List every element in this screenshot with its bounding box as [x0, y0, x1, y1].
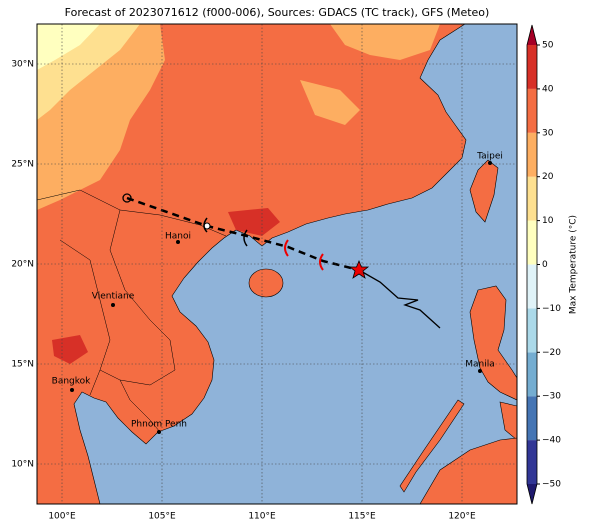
colorbar: −50 −40 −30 −20 −10 0 10 20 30 40 50 Max Temperatur… [526, 24, 579, 505]
colorbar-label: Max Temperature (°C) [569, 215, 579, 314]
city-dot [478, 369, 482, 373]
lon-label: 110°E [248, 512, 276, 522]
lat-label: 30°N [11, 60, 34, 70]
colorbar-bin [527, 220, 537, 265]
track-forecast [126, 196, 360, 272]
land-pale [37, 24, 100, 70]
land [499, 401, 517, 441]
colorbar-tick-label: 10 [542, 216, 554, 226]
land [248, 268, 284, 298]
storm-symbol [203, 217, 248, 247]
colorbar-extend [527, 25, 537, 45]
map-area: Taipei Hanoi Vientiane Bangkok Manila Phnom P… [37, 24, 517, 504]
colorbar-tick-label: 50 [542, 41, 554, 51]
city-dot [176, 240, 180, 244]
land-hot [228, 208, 280, 236]
track-past [358, 269, 441, 329]
colorbar-bin [527, 440, 537, 484]
land-hot [52, 335, 88, 364]
lon-label: 115°E [348, 512, 376, 522]
colorbar-bin [527, 352, 537, 397]
lat-label: 10°N [11, 460, 34, 470]
city-label: Vientiane [92, 292, 135, 302]
land [419, 437, 517, 504]
land [469, 159, 499, 223]
city-dot [70, 388, 74, 392]
colorbar-bin [527, 264, 537, 309]
colorbar-extend [527, 484, 537, 504]
colorbar-bin [527, 45, 537, 89]
colorbar-tick-label: −20 [542, 348, 561, 358]
city-label: Manila [465, 360, 495, 370]
city-dot [157, 430, 161, 434]
lon-label: 100°E [48, 512, 76, 522]
colorbar-tick-label: 20 [542, 172, 554, 182]
land-warm [330, 24, 440, 60]
city-label: Taipei [476, 152, 503, 162]
colorbar-tick-label: −40 [542, 436, 561, 446]
lat-label: 20°N [11, 260, 34, 270]
lon-label: 105°E [148, 512, 176, 522]
axis-labels: 100°E 105°E 110°E 115°E 120°E 10°N 15°N 20°N 25°… [11, 60, 476, 522]
colorbar-bin [527, 88, 537, 133]
city-label: Hanoi [165, 232, 191, 242]
lon-label: 120°E [448, 512, 476, 522]
border [37, 189, 227, 433]
city-dot [111, 303, 115, 307]
track-point [122, 193, 132, 203]
colorbar-tick-label: 30 [542, 128, 554, 138]
current-position [348, 259, 370, 279]
colorbar-tick-label: −10 [542, 304, 561, 314]
storm-symbol [284, 239, 324, 271]
land [399, 399, 465, 493]
colorbar-tick-label: −50 [542, 480, 561, 490]
city-dot [488, 161, 492, 165]
colorbar-tick-label: −30 [542, 392, 561, 402]
lat-label: 25°N [11, 160, 34, 170]
city-label: Phnom Penh [131, 420, 187, 430]
colorbar-tick-label: 40 [542, 84, 554, 94]
colorbar-bin [527, 176, 537, 221]
colorbar-bin [527, 132, 537, 177]
colorbar-bin [527, 396, 537, 441]
graticule [37, 24, 517, 504]
land-warm [300, 80, 360, 125]
colorbar-tick-label: 0 [542, 260, 548, 270]
map-title: Forecast of 2023071612 (f000-006), Sourc… [65, 6, 490, 19]
colorbar-bin [527, 308, 537, 353]
city-label: Bangkok [52, 377, 92, 387]
map-frame [36, 23, 518, 505]
land [469, 285, 517, 401]
cities: Taipei Hanoi Vientiane Bangkok Manila Phnom P… [52, 152, 503, 434]
lat-label: 15°N [11, 360, 34, 370]
